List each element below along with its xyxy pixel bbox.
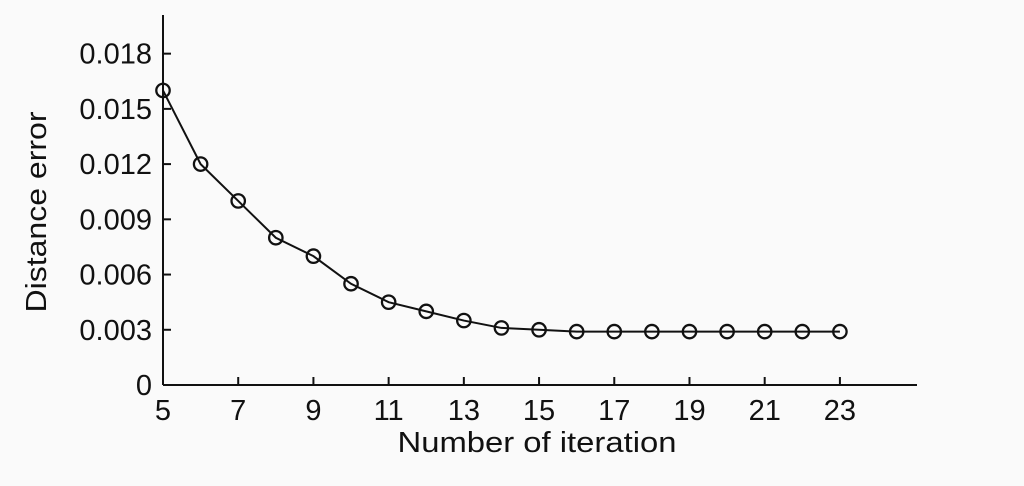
- data-point-marker: [343, 275, 359, 292]
- data-point-marker: [794, 323, 811, 340]
- data-point-marker: [644, 323, 660, 340]
- data-point-marker: [606, 323, 623, 340]
- y-tick-label: 0.018: [79, 39, 152, 71]
- data-point-marker: [418, 303, 435, 320]
- data-point-marker: [719, 323, 735, 340]
- y-tick-label: 0.012: [79, 149, 152, 181]
- y-tick-label: 0: [136, 370, 152, 402]
- y-tick-label: 0.003: [79, 315, 152, 347]
- y-tick-label: 0.015: [79, 94, 152, 126]
- data-point-marker: [568, 323, 585, 340]
- x-tick-label: 11: [374, 395, 404, 427]
- y-tick-label: 0.006: [79, 260, 152, 292]
- data-point-marker: [531, 321, 547, 338]
- data-point-marker: [230, 193, 247, 209]
- data-point-marker: [192, 156, 209, 172]
- x-tick-label: 21: [749, 395, 781, 427]
- y-tick-label: 0.009: [79, 204, 152, 236]
- y-axis-label: Distance error: [21, 111, 53, 312]
- x-tick-label: 5: [155, 395, 171, 427]
- data-point-marker: [267, 229, 284, 246]
- x-tick-label: 17: [598, 395, 630, 427]
- data-point-marker: [155, 82, 171, 99]
- data-point-marker: [681, 323, 698, 340]
- x-tick-label: 23: [824, 395, 856, 427]
- data-point-marker: [455, 312, 472, 329]
- x-axis-label: Number of iteration: [398, 427, 677, 459]
- series-line: [162, 90, 840, 333]
- data-point-marker: [493, 320, 510, 336]
- x-tick-label: 19: [673, 395, 705, 427]
- x-tick-label: 15: [523, 395, 555, 427]
- data-point-marker: [380, 294, 397, 311]
- x-tick-label: 9: [305, 395, 321, 427]
- data-point-marker: [756, 323, 773, 340]
- data-point-marker: [305, 248, 322, 264]
- x-tick-label: 13: [448, 395, 480, 427]
- x-tick-label: 7: [230, 395, 246, 427]
- data-point-marker: [832, 323, 848, 340]
